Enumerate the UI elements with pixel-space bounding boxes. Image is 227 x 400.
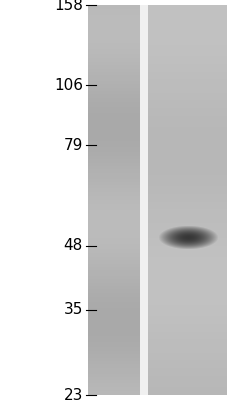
- Text: 158: 158: [54, 0, 83, 12]
- Text: 106: 106: [54, 78, 83, 92]
- Text: 79: 79: [63, 138, 83, 152]
- Text: 23: 23: [63, 388, 83, 400]
- Text: 35: 35: [63, 302, 83, 318]
- Text: 48: 48: [64, 238, 83, 254]
